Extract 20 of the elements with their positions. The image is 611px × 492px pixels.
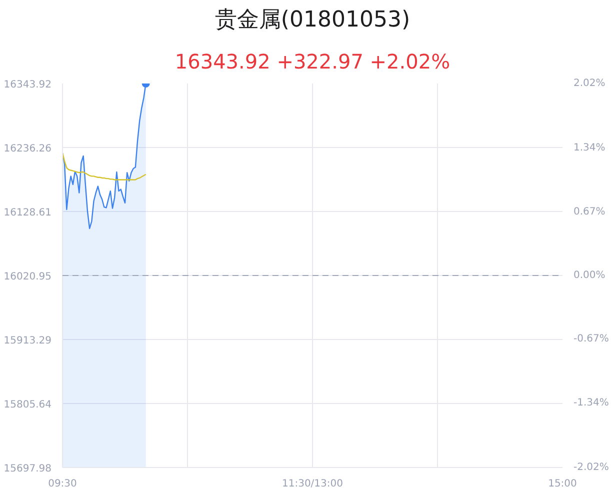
y-tick-label: 15697.98 xyxy=(4,464,52,474)
x-tick-label: 11:30/13:00 xyxy=(282,478,344,490)
y-tick-label: 15805.64 xyxy=(4,400,52,410)
y2-tick-label: -1.34% xyxy=(574,397,609,408)
y2-tick-label: 0.67% xyxy=(574,206,606,218)
y2-tick-label: -0.67% xyxy=(574,334,609,345)
chart-subtitle: 16343.92 +322.97 +2.02% xyxy=(174,50,450,74)
y-tick-label: 16343.92 xyxy=(4,80,52,90)
x-tick-label: 15:00 xyxy=(548,478,577,490)
y-tick-label: 15913.29 xyxy=(4,336,52,346)
y2-tick-label: 0.00% xyxy=(574,270,606,281)
x-tick-label: 09:30 xyxy=(48,478,77,490)
y-tick-label: 16128.61 xyxy=(4,208,52,218)
y2-tick-label: 1.34% xyxy=(574,142,606,154)
y-tick-label: 16020.95 xyxy=(4,272,52,282)
chart-title: 贵金属(01801053) xyxy=(214,8,410,32)
y-tick-label: 16236.26 xyxy=(4,144,52,154)
line-series xyxy=(62,152,146,180)
y2-tick-label: -2.02% xyxy=(574,462,609,473)
y2-tick-label: 2.02% xyxy=(574,78,606,89)
